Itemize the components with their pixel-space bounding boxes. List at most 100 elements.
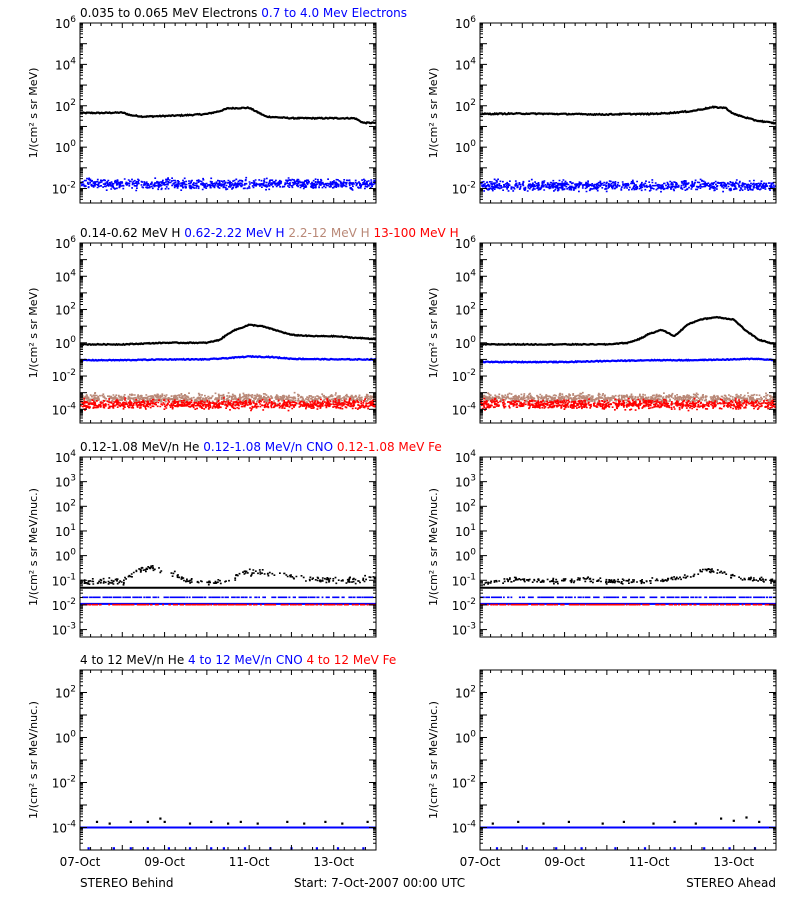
- y-tick-base: 10: [55, 732, 70, 746]
- series-1-point-5: [163, 820, 166, 823]
- y-tick-label: 102: [55, 498, 76, 514]
- series-2-point-8: [728, 847, 731, 850]
- series-1-point-11: [286, 820, 289, 823]
- y-tick-base: 10: [55, 525, 70, 539]
- series-4-points: [82, 603, 376, 606]
- y-tick-base: 10: [452, 183, 467, 197]
- y-tick-label: 10-1: [52, 572, 76, 588]
- y-tick-base: 10: [55, 337, 70, 351]
- series-2-point-3: [146, 847, 149, 850]
- y-tick-base: 10: [55, 550, 70, 564]
- y-tick-exponent: 0: [470, 139, 476, 149]
- series-0-line: [480, 105, 776, 125]
- y-tick-exponent: -2: [467, 368, 476, 378]
- y-tick-label: 100: [455, 335, 476, 351]
- y-tick-base: 10: [455, 100, 470, 114]
- y-tick-exponent: -4: [67, 820, 76, 830]
- y-tick-label: 100: [55, 730, 76, 746]
- series-4-points: [480, 603, 776, 606]
- y-tick-exponent: -2: [67, 368, 76, 378]
- series-1-point-2: [129, 820, 132, 823]
- y-tick-label: 100: [55, 139, 76, 155]
- plot-area: [80, 323, 376, 412]
- series-2-point-1: [525, 847, 528, 850]
- series-1-point-11: [745, 816, 748, 819]
- y-tick-base: 10: [55, 58, 70, 72]
- y-tick-base: 10: [55, 476, 70, 490]
- x-tick-label: 13-Oct: [713, 855, 754, 869]
- y-tick-exponent: 3: [470, 474, 476, 484]
- y-tick-base: 10: [455, 304, 470, 318]
- y-tick-exponent: -2: [467, 775, 476, 785]
- y-tick-label: 10-2: [452, 775, 476, 791]
- y-tick-label: 102: [55, 302, 76, 318]
- y-tick-label: 103: [55, 474, 76, 490]
- y-tick-label: 10-4: [52, 820, 77, 836]
- y-tick-base: 10: [455, 337, 470, 351]
- y-tick-base: 10: [52, 403, 67, 417]
- y-axis-label: 1/(cm² s sr MeV/nuc.): [27, 701, 40, 819]
- y-tick-label: 100: [455, 139, 476, 155]
- series-1-point-15: [366, 820, 369, 823]
- series-2-point-8: [243, 847, 247, 850]
- y-tick-exponent: 2: [70, 302, 76, 312]
- y-tick-exponent: 0: [70, 730, 76, 740]
- plot-area: [80, 817, 376, 850]
- x-tick-label: 13-Oct: [313, 855, 354, 869]
- series-1-point-8: [227, 822, 230, 825]
- y-tick-label: 104: [55, 268, 76, 284]
- y-tick-label: 104: [455, 449, 476, 465]
- y-tick-label: 100: [55, 335, 76, 351]
- y-tick-label: 10-1: [452, 572, 476, 588]
- y-tick-base: 10: [455, 270, 470, 284]
- y-tick-base: 10: [55, 687, 70, 701]
- series-0-line: [80, 323, 376, 347]
- y-tick-label: 10-2: [52, 368, 76, 384]
- y-tick-base: 10: [52, 183, 67, 197]
- legend-entry-1: 4 to 12 MeV/n CNO: [184, 653, 302, 667]
- legend-entry-3: 13-100 MeV H: [370, 226, 459, 240]
- y-axis-label: 1/(cm² s sr MeV/nuc.): [427, 488, 440, 606]
- series-1-point-12: [303, 822, 306, 825]
- y-tick-exponent: -1: [67, 572, 76, 582]
- y-tick-exponent: -4: [467, 820, 476, 830]
- series-1-point-4: [601, 822, 604, 825]
- y-tick-label: 106: [455, 15, 476, 31]
- legend-entry-0: 0.035 to 0.065 MeV Electrons: [80, 6, 257, 20]
- x-tick-label: 07-Oct: [60, 855, 101, 869]
- series-1-point-6: [188, 822, 192, 825]
- series-0-line: [480, 315, 776, 347]
- series-2-point-11: [315, 847, 318, 850]
- series-1-point-9: [720, 817, 723, 820]
- series-2-point-12: [336, 847, 340, 850]
- y-tick-exponent: 2: [470, 498, 476, 508]
- y-tick-label: 10-3: [52, 622, 76, 638]
- y-tick-exponent: -2: [467, 181, 476, 191]
- footer-start-label: Start: 7-Oct-2007 00:00 UTC: [294, 876, 465, 890]
- y-tick-exponent: 3: [70, 474, 76, 484]
- y-tick-label: 106: [455, 235, 476, 251]
- y-tick-exponent: 4: [470, 449, 476, 459]
- y-tick-exponent: 0: [70, 335, 76, 345]
- series-1-point-7: [673, 820, 676, 823]
- series-1-point-1: [517, 820, 520, 823]
- y-tick-exponent: 2: [70, 498, 76, 508]
- y-tick-base: 10: [455, 500, 470, 514]
- series-2-point-6: [673, 847, 676, 850]
- x-tick-label: 11-Oct: [229, 855, 270, 869]
- legend-entry-0: 0.14-0.62 MeV H: [80, 226, 180, 240]
- y-tick-exponent: -2: [67, 181, 76, 191]
- panel-frame: [479, 669, 777, 851]
- y-tick-label: 10-2: [52, 775, 76, 791]
- series-1-point-1: [108, 822, 111, 825]
- y-tick-label: 10-4: [52, 401, 77, 417]
- y-tick-exponent: 2: [470, 302, 476, 312]
- y-tick-base: 10: [52, 777, 67, 791]
- y-tick-base: 10: [55, 141, 70, 155]
- series-3-points: [480, 596, 776, 599]
- y-tick-label: 101: [455, 523, 476, 539]
